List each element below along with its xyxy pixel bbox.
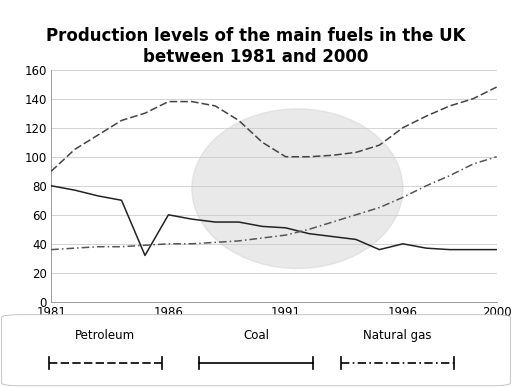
- Text: Natural gas: Natural gas: [363, 329, 432, 342]
- Ellipse shape: [192, 109, 403, 269]
- Text: Petroleum: Petroleum: [75, 329, 135, 342]
- Text: Production levels of the main fuels in the UK
between 1981 and 2000: Production levels of the main fuels in t…: [46, 27, 466, 66]
- FancyBboxPatch shape: [2, 315, 510, 386]
- Text: Coal: Coal: [243, 329, 269, 342]
